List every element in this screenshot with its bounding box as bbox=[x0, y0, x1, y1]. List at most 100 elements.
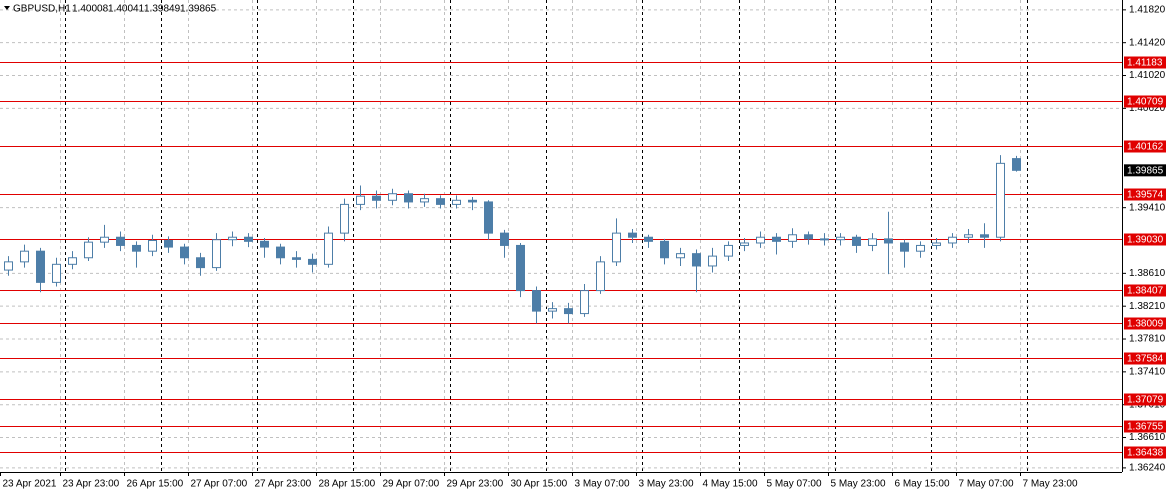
level-label: 1.37079 bbox=[1127, 395, 1164, 406]
candle-body bbox=[756, 236, 765, 244]
candle-body bbox=[660, 240, 669, 259]
candle-body bbox=[564, 308, 573, 315]
y-tick-label: 1.37810 bbox=[1129, 334, 1166, 345]
candle-body bbox=[452, 199, 461, 205]
candle-body bbox=[196, 257, 205, 269]
level-label: 1.41183 bbox=[1127, 58, 1163, 69]
candle-body bbox=[500, 232, 509, 246]
x-tick-label: 23 Apr 23:00 bbox=[63, 479, 120, 490]
candle-body bbox=[292, 257, 301, 260]
candle-body bbox=[100, 236, 109, 243]
current-price-label: 1.39865 bbox=[1127, 165, 1164, 176]
y-tick-label: 1.38210 bbox=[1129, 301, 1166, 312]
candle-body bbox=[740, 242, 749, 246]
level-label: 1.36755 bbox=[1127, 422, 1164, 433]
candle-body bbox=[724, 244, 733, 257]
levels bbox=[0, 62, 1122, 453]
candle-body bbox=[84, 241, 93, 259]
candle-body bbox=[436, 198, 445, 205]
candle-body bbox=[148, 240, 157, 252]
x-tick-label: 7 May 23:00 bbox=[1023, 479, 1078, 490]
candle-body bbox=[1012, 158, 1021, 171]
level-label: 1.39574 bbox=[1127, 190, 1164, 201]
candle-body bbox=[916, 244, 925, 252]
y-tick-label: 1.41820 bbox=[1129, 4, 1166, 15]
candle-body bbox=[900, 242, 909, 252]
candle-body bbox=[420, 198, 429, 203]
y-tick-label: 1.38610 bbox=[1129, 268, 1166, 279]
candle-body bbox=[596, 261, 605, 292]
candle-body bbox=[804, 234, 813, 240]
level-tag bbox=[1124, 140, 1166, 153]
x-tick-label: 29 Apr 07:00 bbox=[383, 479, 440, 490]
menu-arrow[interactable] bbox=[4, 6, 10, 10]
level-tag bbox=[1124, 317, 1166, 330]
candle-body bbox=[388, 193, 397, 201]
x-tick-label: 3 May 07:00 bbox=[575, 479, 630, 490]
level-tag bbox=[1124, 420, 1166, 433]
y-tick-label: 1.36610 bbox=[1129, 432, 1166, 443]
level-tag bbox=[1124, 352, 1166, 365]
level-tag bbox=[1124, 446, 1166, 459]
candle-body bbox=[4, 261, 13, 271]
header-open: 1.40008 bbox=[72, 4, 109, 15]
symbol-title: GBPUSD,H1 bbox=[13, 4, 71, 15]
candle-body bbox=[308, 258, 317, 265]
candle-body bbox=[948, 236, 957, 244]
level-label: 1.38009 bbox=[1127, 319, 1164, 330]
candle-body bbox=[884, 238, 893, 244]
candle-body bbox=[244, 236, 253, 242]
level-label: 1.39030 bbox=[1127, 235, 1164, 246]
candle-body bbox=[852, 236, 861, 246]
candle-body bbox=[340, 203, 349, 234]
candle-body bbox=[580, 290, 589, 315]
x-tick-label: 29 Apr 23:00 bbox=[447, 479, 504, 490]
level-label: 1.40162 bbox=[1127, 142, 1164, 153]
candle-body bbox=[996, 162, 1005, 238]
candle-body bbox=[68, 257, 77, 265]
candle-body bbox=[692, 253, 701, 267]
x-tick-label: 28 Apr 15:00 bbox=[319, 479, 376, 490]
y-tick-label: 1.39410 bbox=[1129, 202, 1166, 213]
level-label: 1.40709 bbox=[1127, 97, 1164, 108]
candle-body bbox=[468, 199, 477, 203]
x-tick-label: 27 Apr 23:00 bbox=[255, 479, 312, 490]
level-tag bbox=[1124, 233, 1166, 246]
candle-body bbox=[132, 244, 141, 252]
candle-body bbox=[772, 236, 781, 242]
level-tag bbox=[1124, 284, 1166, 297]
candle-body bbox=[324, 232, 333, 265]
level-tag bbox=[1124, 393, 1166, 406]
x-tick-label: 7 May 07:00 bbox=[959, 479, 1014, 490]
candle-body bbox=[164, 240, 173, 248]
candle-body bbox=[212, 239, 221, 269]
x-tick-label: 5 May 07:00 bbox=[767, 479, 822, 490]
candle-body bbox=[836, 236, 845, 241]
x-tick-label: 4 May 15:00 bbox=[703, 479, 758, 490]
level-label: 1.37584 bbox=[1127, 354, 1164, 365]
candle-body bbox=[404, 193, 413, 203]
level-tag bbox=[1124, 188, 1166, 201]
candle-body bbox=[820, 238, 829, 241]
level-tag bbox=[1124, 95, 1166, 108]
x-tick-label: 3 May 23:00 bbox=[639, 479, 694, 490]
candle-body bbox=[628, 232, 637, 238]
y-tick-label: 1.41420 bbox=[1129, 37, 1166, 48]
x-tick-label: 6 May 15:00 bbox=[895, 479, 950, 490]
candles bbox=[4, 155, 1021, 324]
x-tick-label: 23 Apr 2021 bbox=[3, 479, 57, 490]
candle-body bbox=[788, 234, 797, 242]
y-tick-label: 1.36240 bbox=[1129, 463, 1166, 474]
candle-body bbox=[532, 290, 541, 312]
y-tick-label: 1.40620 bbox=[1129, 103, 1166, 114]
x-tick-label: 26 Apr 15:00 bbox=[127, 479, 184, 490]
candle-body bbox=[708, 255, 717, 267]
header-close: 1.39865 bbox=[180, 4, 217, 15]
candle-body bbox=[964, 234, 973, 238]
level-label: 1.38407 bbox=[1127, 286, 1164, 297]
y-tick-label: 1.37410 bbox=[1129, 366, 1166, 377]
header-high: 1.40041 bbox=[108, 4, 145, 15]
candle-body bbox=[228, 236, 237, 241]
candle-body bbox=[676, 253, 685, 259]
